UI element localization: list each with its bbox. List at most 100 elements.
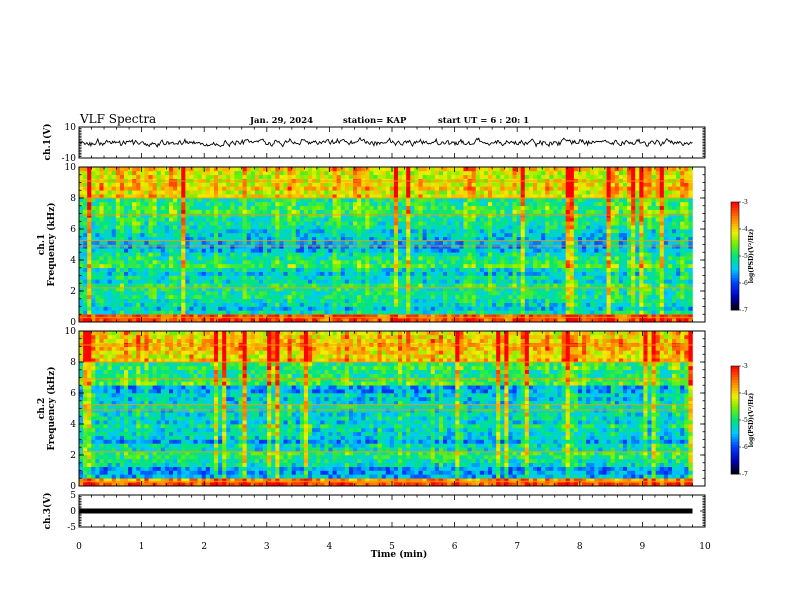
spectrogram-cell (451, 233, 455, 237)
spectrogram-cell (439, 206, 443, 210)
spectrogram-cell (296, 198, 300, 202)
spectrogram-cell (459, 214, 463, 218)
spectrogram-cell (680, 210, 684, 214)
spectrogram-cell (337, 221, 341, 225)
spectrogram-cell (243, 225, 247, 229)
spectrogram-cell (316, 229, 320, 233)
spectrogram-cell (517, 291, 521, 295)
spectrogram-cell (304, 303, 308, 307)
spectrogram-cell (308, 233, 312, 237)
spectrogram-cell (423, 307, 427, 311)
spectrogram-cell (406, 310, 410, 314)
spectrogram-cell (373, 268, 377, 272)
spectrogram-cell (128, 299, 132, 303)
spectrogram-cell (194, 241, 198, 245)
spectrogram-cell (165, 198, 169, 202)
spectrogram-cell (660, 202, 664, 206)
spectrogram-cell (128, 256, 132, 260)
spectrogram-cell (611, 241, 615, 245)
spectrogram-cell (672, 248, 676, 252)
spectrogram-cell (214, 233, 218, 237)
spectrogram-cell (275, 272, 279, 276)
spectrogram-cell (91, 202, 95, 206)
spectrogram-cell (590, 225, 594, 229)
spectrogram-cell (410, 214, 414, 218)
spectrogram-cell (87, 221, 91, 225)
spectrogram-cell (365, 210, 369, 214)
spectrogram-cell (177, 210, 181, 214)
spectrogram-cell (603, 252, 607, 256)
spectrogram-cell (513, 307, 517, 311)
spectrogram-cell (271, 295, 275, 299)
spectrogram-cell (668, 295, 672, 299)
spectrogram-cell (455, 221, 459, 225)
spectrogram-cell (288, 210, 292, 214)
spectrogram-cell (185, 221, 189, 225)
spectrogram-cell (194, 210, 198, 214)
spectrogram-cell (488, 217, 492, 221)
spectrogram-cell (500, 276, 504, 280)
spectrogram-cell (468, 252, 472, 256)
spectrogram-cell (500, 272, 504, 276)
spectrogram-cell (447, 295, 451, 299)
spectrogram-cell (406, 279, 410, 283)
spectrogram-cell (492, 291, 496, 295)
spectrogram-cell (513, 217, 517, 221)
spectrogram-cell (206, 256, 210, 260)
spectrogram-cell (95, 279, 99, 283)
spectrogram-cell (394, 256, 398, 260)
spectrogram-cell (120, 303, 124, 307)
spectrogram-cell (627, 210, 631, 214)
spectrogram-cell (513, 272, 517, 276)
spectrogram-cell (549, 307, 553, 311)
spectrogram-cell (296, 268, 300, 272)
spectrogram-cell (308, 198, 312, 202)
spectrogram-cell (157, 291, 161, 295)
spectrogram-cell (230, 206, 234, 210)
spectrogram-cell (116, 214, 120, 218)
spectrogram-cell (198, 248, 202, 252)
spectrogram-cell (226, 229, 230, 233)
spectrogram-cell (513, 241, 517, 245)
spectrogram-cell (124, 221, 128, 225)
spectrogram-cell (206, 221, 210, 225)
spectrogram-cell (386, 256, 390, 260)
spectrogram-cell (218, 310, 222, 314)
spectrogram-cell (169, 307, 173, 311)
spectrogram-cell (99, 283, 103, 287)
spectrogram-cell (427, 268, 431, 272)
spectrogram-cell (427, 264, 431, 268)
spectrogram-cell (251, 295, 255, 299)
spectrogram-cell (210, 210, 214, 214)
spectrogram-cell (570, 198, 574, 202)
spectrogram-cell (537, 291, 541, 295)
spectrogram-cell (635, 299, 639, 303)
spectrogram-cell (157, 283, 161, 287)
spectrogram-cell (472, 307, 476, 311)
spectrogram-cell (521, 272, 525, 276)
spectrogram-cell (320, 206, 324, 210)
spectrogram-cell (206, 214, 210, 218)
spectrogram-cell (468, 217, 472, 221)
spectrogram-cell (598, 279, 602, 283)
spectrogram-cell (394, 217, 398, 221)
spectrogram-cell (337, 268, 341, 272)
spectrogram-cell (639, 214, 643, 218)
spectrogram-cell (87, 299, 91, 303)
spectrogram-cell (402, 291, 406, 295)
spectrogram-cell (324, 217, 328, 221)
spectrogram-cell (345, 268, 349, 272)
spectrogram-cell (140, 198, 144, 202)
spectrogram-cell (251, 291, 255, 295)
spectrogram-cell (234, 221, 238, 225)
spectrogram-cell (255, 252, 259, 256)
spectrogram-cell (194, 310, 198, 314)
spectrogram-cell (328, 217, 332, 221)
spectrogram-cell (643, 299, 647, 303)
spectrogram-cell (181, 276, 185, 280)
spectrogram-cell (296, 233, 300, 237)
spectrogram-cell (488, 198, 492, 202)
spectrogram-cell (91, 225, 95, 229)
spectrogram-cell (537, 310, 541, 314)
spectrogram-cell (488, 295, 492, 299)
